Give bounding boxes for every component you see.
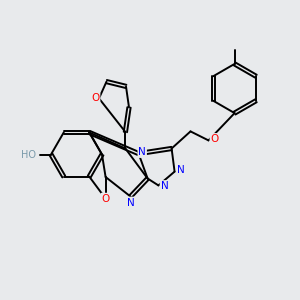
Text: N: N <box>160 181 168 191</box>
Text: N: N <box>177 165 184 175</box>
Text: O: O <box>210 134 219 144</box>
Text: N: N <box>127 197 134 208</box>
Text: HO: HO <box>21 149 36 160</box>
Text: O: O <box>91 93 100 103</box>
Text: O: O <box>101 194 110 204</box>
Text: N: N <box>138 147 146 157</box>
